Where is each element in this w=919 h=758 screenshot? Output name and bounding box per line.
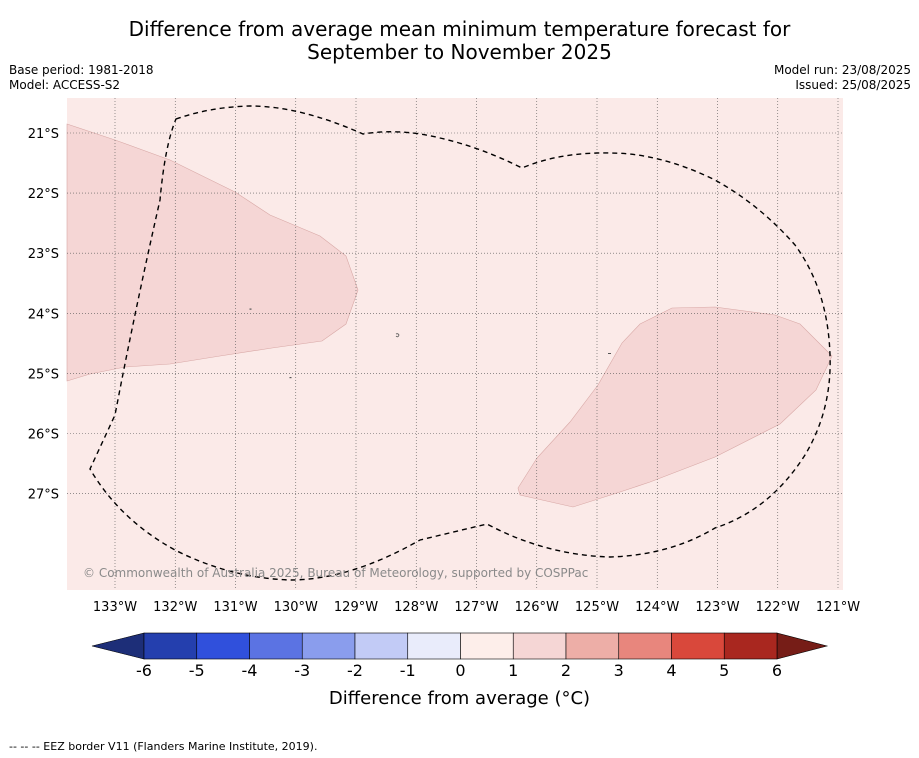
island-dot [608, 353, 611, 354]
lat-tick-label: 21°S [28, 127, 59, 142]
colorbar-segment [407, 632, 461, 660]
colorbar-label: Difference from average (°C) [328, 688, 591, 709]
colorbar-segment [143, 632, 198, 660]
colorbar-segment [671, 632, 725, 660]
meta-left: Base period: 1981-2018 Model: ACCESS-S2 [9, 63, 154, 93]
lon-tick-label: 133°W [93, 600, 137, 615]
colorbar-tick-label: -1 [400, 661, 416, 680]
colorbar: -6 -5 -4 -3 -2 -1 0 1 2 3 4 5 6 [91, 632, 829, 680]
colorbar-segment [249, 632, 303, 660]
colorbar-tick-label: -4 [242, 661, 258, 680]
colorbar-tick-label: 1 [508, 661, 518, 680]
colorbar-segment [565, 632, 620, 660]
lat-tick-label: 26°S [28, 428, 59, 443]
lon-tick-label: 131°W [213, 600, 257, 615]
lon-tick-label: 121°W [816, 600, 860, 615]
lat-tick-label: 27°S [28, 488, 59, 503]
colorbar-segment [512, 632, 567, 660]
latitude-labels: 21°S 22°S 23°S 24°S 25°S 26°S 27°S [28, 127, 59, 503]
issued-text: Issued: 25/08/2025 [795, 78, 911, 92]
lon-tick-label: 127°W [454, 600, 498, 615]
chart-title: Difference from average mean minimum tem… [0, 18, 919, 64]
colorbar-tick-label: 2 [561, 661, 571, 680]
title-line-2: September to November 2025 [307, 40, 612, 64]
lat-tick-label: 25°S [28, 367, 59, 382]
lon-tick-label: 125°W [575, 600, 619, 615]
meta-right: Model run: 23/08/2025 Issued: 25/08/2025 [774, 63, 911, 93]
copyright-text: © Commonwealth of Australia 2025, Bureau… [83, 566, 588, 580]
lon-tick-label: 123°W [695, 600, 739, 615]
colorbar-tick-label: -2 [347, 661, 363, 680]
colorbar-tick-label: 3 [614, 661, 624, 680]
title-line-1: Difference from average mean minimum tem… [128, 17, 791, 41]
lat-tick-label: 22°S [28, 187, 59, 202]
colorbar-segment [460, 632, 514, 660]
colorbar-segment [196, 632, 250, 660]
colorbar-tick-label: 4 [666, 661, 676, 680]
gridlines [67, 98, 843, 590]
eez-legend-note: -- -- -- EEZ border V11 (Flanders Marine… [9, 740, 318, 753]
anomaly-region-west [66, 123, 359, 382]
lon-tick-label: 126°W [515, 600, 559, 615]
eez-border [89, 105, 831, 581]
longitude-labels: 133°W 132°W 131°W 130°W 129°W 128°W 127°W 126°W… [93, 600, 860, 615]
model-text: Model: ACCESS-S2 [9, 78, 121, 92]
colorbar-tick-label: 0 [455, 661, 465, 680]
lon-tick-label: 124°W [635, 600, 679, 615]
colorbar-segment [354, 632, 409, 660]
lat-tick-label: 24°S [28, 307, 59, 322]
colorbar-tick-label: 5 [719, 661, 729, 680]
colorbar-over-arrow [776, 632, 829, 660]
lon-tick-label: 130°W [274, 600, 318, 615]
lon-tick-label: 132°W [153, 600, 197, 615]
lon-tick-label: 122°W [756, 600, 800, 615]
base-period-text: Base period: 1981-2018 [9, 63, 154, 77]
lat-tick-label: 23°S [28, 247, 59, 262]
lon-tick-label: 129°W [334, 600, 378, 615]
island-dot [249, 308, 252, 310]
island-dot [289, 377, 292, 379]
model-run-text: Model run: 23/08/2025 [773, 63, 911, 77]
island-marker [395, 333, 400, 338]
lon-tick-label: 128°W [394, 600, 438, 615]
colorbar-segment [618, 632, 672, 660]
colorbar-segment [301, 632, 356, 660]
colorbar-segment [723, 632, 778, 660]
anomaly-region-east [517, 306, 833, 508]
colorbar-tick-label: 6 [772, 661, 782, 680]
colorbar-tick-label: -5 [189, 661, 205, 680]
colorbar-under-arrow [91, 632, 145, 660]
colorbar-tick-label: -6 [136, 661, 152, 680]
colorbar-tick-label: -3 [294, 661, 310, 680]
